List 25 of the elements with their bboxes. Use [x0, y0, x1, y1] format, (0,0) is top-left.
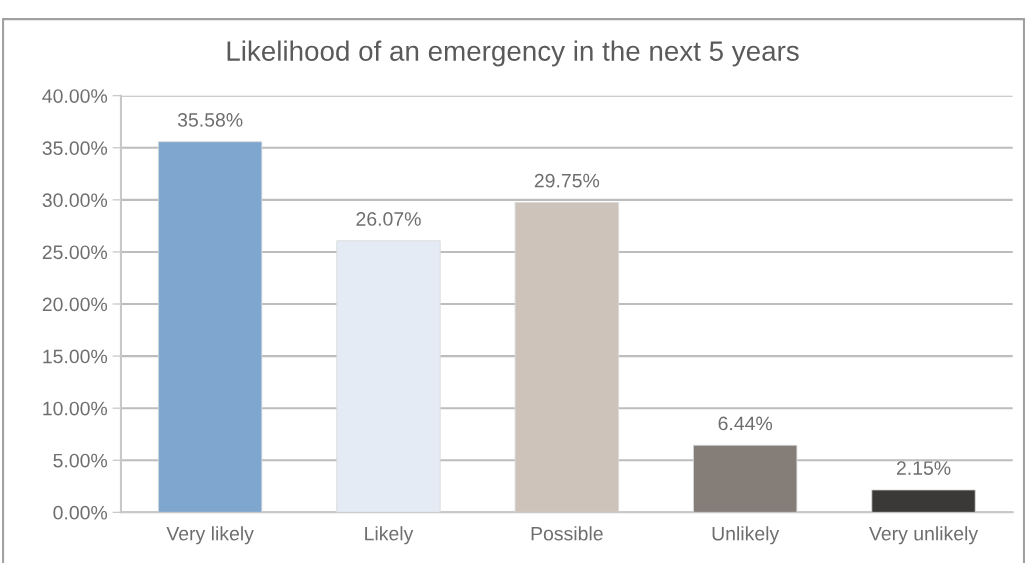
bar	[871, 489, 976, 513]
x-tick-label: Unlikely	[712, 526, 780, 545]
data-label: 35.58%	[177, 113, 243, 127]
chart-title: Likelihood of an emergency in the next 5 years	[227, 40, 799, 67]
x-tick-label: Likely	[365, 526, 414, 545]
x-tick-label: Very unlikely	[869, 526, 979, 545]
data-label: 2.15%	[896, 461, 951, 475]
bar	[514, 202, 619, 513]
y-tick-label: 30.00%	[42, 193, 108, 208]
data-label: 29.75%	[534, 173, 600, 188]
y-tick-label: 20.00%	[42, 297, 108, 312]
data-label: 26.07%	[356, 212, 421, 226]
y-tick-label: 25.00%	[42, 245, 108, 260]
y-tick-label: 35.00%	[42, 141, 108, 156]
y-tick-label: 10.00%	[43, 401, 108, 416]
x-tick-label: Possible	[531, 526, 603, 541]
y-tick-label: 40.00%	[42, 89, 108, 103]
y-tick-label: 15.00%	[43, 349, 108, 364]
y-tick-label: 5.00%	[53, 453, 108, 468]
bar	[336, 240, 441, 513]
x-tick-label: Very likely	[166, 526, 254, 545]
y-tick-label: 0.00%	[53, 505, 108, 520]
bar	[157, 141, 263, 513]
bar	[693, 444, 798, 513]
data-label: 6.44%	[718, 416, 773, 431]
